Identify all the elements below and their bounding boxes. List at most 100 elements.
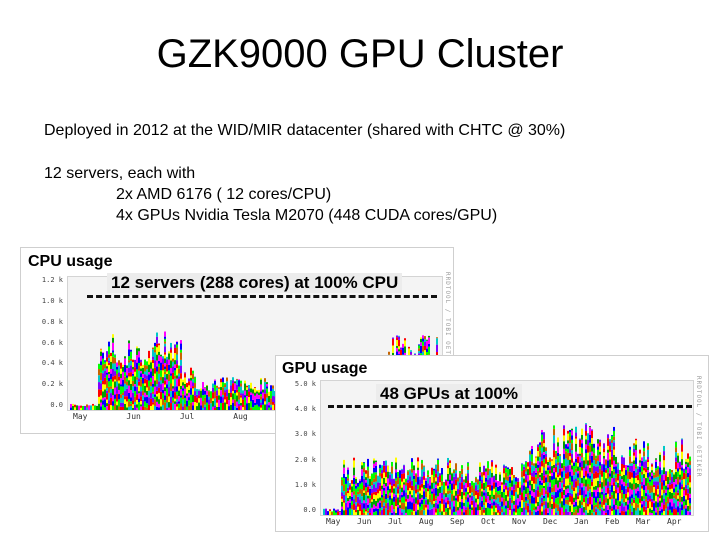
gpu-usage-segment — [589, 467, 591, 473]
gpu-usage-segment — [609, 486, 611, 490]
gpu-usage-segment — [499, 472, 501, 475]
gpu-usage-segment — [557, 456, 559, 463]
gpu-usage-segment — [689, 460, 691, 465]
gpu-usage-segment — [375, 508, 377, 512]
gpu-usage-segment — [359, 479, 361, 481]
gpu-usage-segment — [371, 485, 373, 489]
gpu-usage-segment — [479, 509, 481, 515]
gpu-usage-segment — [571, 453, 573, 459]
cpu-usage-segment — [174, 370, 176, 376]
gpu-usage-segment — [545, 457, 547, 464]
cpu-usage-segment — [242, 407, 244, 410]
gpu-usage-segment — [439, 500, 441, 504]
gpu-usage-segment — [551, 460, 553, 467]
gpu-usage-segment — [367, 492, 369, 496]
cpu-usage-segment — [210, 398, 212, 404]
gpu-usage-segment — [541, 485, 543, 489]
gpu-usage-segment — [685, 464, 687, 467]
gpu-usage-segment — [637, 497, 639, 505]
cpu-usage-segment — [178, 386, 180, 391]
gpu-usage-segment — [453, 511, 455, 515]
cpu-usage-segment — [198, 398, 200, 403]
gpu-usage-segment — [643, 447, 645, 452]
cpu-usage-segment — [240, 397, 242, 403]
gpu-usage-segment — [405, 485, 407, 493]
gpu-usage-segment — [639, 510, 641, 515]
cpu-usage-segment — [98, 363, 100, 370]
gpu-usage-segment — [471, 495, 473, 501]
gpu-usage-segment — [541, 460, 543, 467]
gpu-usage-segment — [577, 485, 579, 493]
gpu-usage-segment — [653, 477, 655, 482]
cpu-usage-segment — [146, 387, 148, 391]
gpu-rrdtool-credit: RRDTOOL / TOBI OETIKER — [695, 376, 702, 478]
gpu-usage-segment — [517, 494, 519, 499]
cpu-usage-segment — [102, 358, 104, 365]
gpu-usage-segment — [541, 482, 543, 486]
gpu-usage-segment — [325, 508, 327, 515]
gpu-usage-segment — [455, 470, 457, 474]
cpu-usage-segment — [132, 407, 134, 410]
gpu-usage-segment — [625, 493, 627, 499]
gpu-usage-segment — [449, 490, 451, 494]
gpu-usage-segment — [627, 492, 629, 498]
cpu-usage-segment — [260, 391, 262, 395]
gpu-usage-segment — [575, 458, 577, 463]
gpu-usage-segment — [487, 468, 489, 476]
gpu-usage-segment — [517, 508, 519, 515]
gpu-usage-segment — [351, 486, 353, 493]
gpu-usage-segment — [419, 499, 421, 503]
gpu-usage-segment — [471, 504, 473, 508]
cpu-usage-segment — [140, 359, 142, 363]
gpu-x-tick: May — [326, 517, 341, 526]
gpu-usage-segment — [487, 491, 489, 497]
cpu-usage-segment — [222, 402, 224, 410]
cpu-usage-segment — [136, 369, 138, 378]
gpu-usage-segment — [617, 462, 619, 464]
gpu-usage-segment — [585, 476, 587, 480]
cpu-usage-segment — [126, 396, 128, 402]
cpu-usage-segment — [184, 383, 186, 389]
cpu-usage-segment — [148, 374, 150, 381]
gpu-usage-segment — [505, 501, 507, 506]
gpu-x-tick: Feb — [605, 517, 620, 526]
cpu-usage-segment — [216, 402, 218, 407]
gpu-usage-segment — [499, 494, 501, 503]
gpu-usage-segment — [589, 459, 591, 466]
gpu-usage-segment — [521, 464, 523, 472]
gpu-usage-segment — [655, 489, 657, 496]
gpu-usage-segment — [633, 489, 635, 498]
gpu-usage-segment — [621, 492, 623, 499]
gpu-usage-segment — [451, 501, 453, 510]
gpu-usage-segment — [365, 473, 367, 478]
gpu-usage-segment — [669, 473, 671, 481]
gpu-usage-segment — [649, 495, 651, 500]
gpu-usage-segment — [689, 475, 691, 483]
gpu-usage-segment — [479, 475, 481, 482]
gpu-usage-segment — [427, 491, 429, 500]
cpu-usage-segment — [114, 357, 116, 364]
gpu-usage-segment — [685, 458, 687, 462]
gpu-usage-segment — [607, 493, 609, 499]
cpu-usage-segment — [164, 387, 166, 392]
gpu-usage-segment — [645, 468, 647, 473]
gpu-usage-segment — [569, 511, 571, 515]
gpu-usage-segment — [651, 501, 653, 508]
gpu-usage-segment — [585, 486, 587, 495]
gpu-usage-segment — [509, 491, 511, 498]
gpu-usage-segment — [599, 480, 601, 484]
gpu-usage-segment — [573, 504, 575, 507]
gpu-usage-segment — [675, 472, 677, 480]
gpu-usage-segment — [621, 455, 623, 457]
gpu-usage-segment — [441, 468, 443, 475]
gpu-usage-segment — [491, 477, 493, 486]
gpu-usage-segment — [471, 500, 473, 505]
gpu-usage-segment — [671, 483, 673, 489]
gpu-usage-segment — [505, 479, 507, 483]
cpu-usage-segment — [168, 353, 170, 360]
gpu-usage-segment — [675, 452, 677, 458]
gpu-usage-segment — [509, 474, 511, 477]
gpu-usage-segment — [595, 458, 597, 465]
gpu-usage-segment — [507, 469, 509, 477]
gpu-usage-segment — [463, 502, 465, 506]
